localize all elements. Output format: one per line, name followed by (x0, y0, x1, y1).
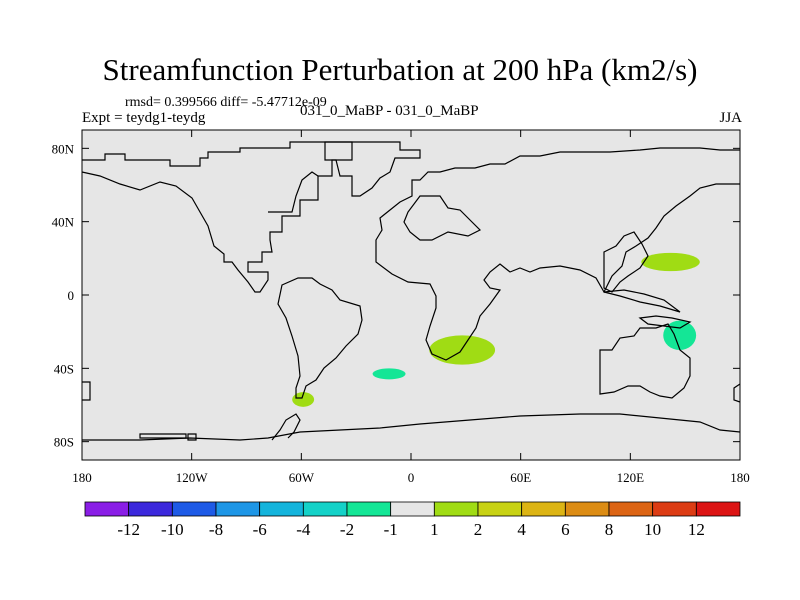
coastline-weddell-island (187, 433, 197, 441)
colorbar-label: -4 (296, 520, 311, 539)
colorbar-label: 1 (430, 520, 439, 539)
colorbar-swatch (695, 501, 741, 517)
colorbar-swatch (215, 501, 261, 517)
colorbar-label: -8 (209, 520, 223, 539)
colorbar-swatch (259, 501, 304, 517)
coastline-south-america (277, 277, 363, 399)
colorbar-swatch (171, 501, 217, 517)
colorbar-swatch (128, 501, 173, 517)
colorbar-label: 6 (561, 520, 570, 539)
stats-text: rmsd= 0.399566 diff= -5.47712e-09 (125, 95, 327, 110)
colorbar: -12 -10 -8 -6 -4 -2 -1 1 2 4 6 8 10 12 (84, 501, 741, 539)
coastline-antarctic-peninsula (271, 413, 301, 441)
colorbar-label: -6 (253, 520, 267, 539)
map-panel (81, 129, 741, 461)
y-tick-label: 80S (54, 435, 74, 450)
colorbar-label: 12 (688, 520, 705, 539)
coastline-eurasia-africa (375, 147, 740, 361)
x-tick-label: 60E (510, 470, 531, 485)
coastline-ross-sea (139, 433, 187, 439)
colorbar-label: -2 (340, 520, 354, 539)
coastline-indonesia (603, 289, 681, 313)
season-label: JJA (719, 110, 742, 126)
colorbar-label: 8 (605, 520, 614, 539)
x-tick-label: 120W (176, 470, 209, 485)
coastline-australia (599, 323, 691, 399)
colorbar-label: -12 (117, 520, 140, 539)
contour-blob-5 (292, 392, 315, 407)
coastline-north-america (81, 141, 353, 293)
colorbar-swatch (433, 501, 479, 517)
x-tick-label: 0 (408, 470, 415, 485)
colorbar-label: 10 (644, 520, 661, 539)
y-axis-ticks: 80N 40N 0 40S 80S (52, 141, 740, 450)
case-label: 031_0_MaBP - 031_0_MaBP (300, 103, 479, 119)
coastline-antarctica (82, 413, 741, 441)
ocean-background (82, 130, 740, 460)
colorbar-swatch (521, 501, 566, 517)
colorbar-label: 2 (474, 520, 483, 539)
colorbar-swatch (390, 501, 435, 517)
colorbar-swatch (608, 501, 654, 517)
contour-blob-3 (429, 335, 496, 365)
x-axis-ticks: 180 120W 60W 0 60E 120E 180 (72, 130, 750, 485)
colorbar-label: -1 (384, 520, 398, 539)
coastlines (81, 141, 741, 441)
contour-blob-2 (663, 320, 697, 351)
contour-blob-4 (372, 368, 406, 380)
colorbar-swatch (346, 501, 392, 517)
colorbar-swatch (564, 501, 610, 517)
x-tick-label: 120E (617, 470, 645, 485)
x-tick-label: 60W (289, 470, 315, 485)
x-tick-label: 180 (730, 470, 750, 485)
colorbar-label: 4 (517, 520, 526, 539)
coastline-east-edge (733, 383, 741, 403)
contour-features (292, 252, 700, 407)
colorbar-swatch (477, 501, 523, 517)
colorbar-swatch (652, 501, 697, 517)
y-tick-label: 40S (54, 361, 74, 376)
coastline-hudson-bay (268, 171, 319, 213)
colorbar-swatch (302, 501, 348, 517)
y-tick-label: 40N (52, 215, 75, 230)
colorbar-label: -10 (161, 520, 184, 539)
experiment-label: Expt = teydg1-teydg (82, 110, 206, 126)
coastline-new-guinea (638, 315, 692, 329)
figure-title: Streamfunction Perturbation at 200 hPa (… (102, 52, 698, 87)
coastline-west-edge (82, 381, 91, 401)
contour-blob-1 (641, 252, 700, 272)
coastline-greenland (324, 141, 421, 197)
y-tick-label: 80N (52, 141, 75, 156)
coastline-europe-inner (403, 195, 482, 241)
x-tick-label: 180 (72, 470, 92, 485)
colorbar-swatch (84, 501, 130, 517)
y-tick-label: 0 (68, 288, 75, 303)
